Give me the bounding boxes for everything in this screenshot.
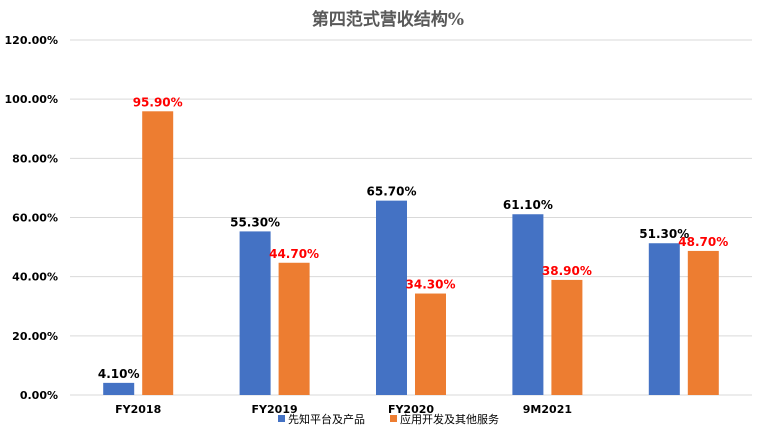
bars bbox=[103, 111, 719, 395]
data-label: 65.70% bbox=[367, 185, 417, 199]
y-tick-label: 0.00% bbox=[20, 389, 58, 402]
x-tick-label: FY2018 bbox=[115, 403, 161, 416]
legend-swatch bbox=[390, 415, 397, 422]
data-label: 38.90% bbox=[542, 264, 592, 278]
legend-label: 先知平台及产品 bbox=[288, 412, 365, 426]
bar bbox=[512, 214, 544, 395]
y-tick-label: 120.00% bbox=[5, 34, 58, 47]
bar bbox=[687, 250, 719, 395]
x-tick-label: 9M2021 bbox=[523, 403, 572, 416]
x-axis: FY2018 FY2019 FY2020 9M2021 bbox=[115, 403, 572, 416]
bar bbox=[376, 200, 407, 395]
chart-title: 第四范式营收结构% bbox=[312, 9, 464, 30]
y-tick-label: 100.00% bbox=[5, 93, 58, 106]
y-tick-label: 60.00% bbox=[12, 212, 58, 225]
data-label: 61.10% bbox=[503, 198, 553, 212]
legend: 先知平台及产品 应用开发及其他服务 bbox=[278, 412, 499, 426]
data-label: 34.30% bbox=[406, 278, 456, 292]
bar bbox=[239, 231, 271, 395]
grid bbox=[70, 39, 752, 396]
x-tick-label: FY2020 bbox=[388, 403, 434, 416]
y-tick-label: 80.00% bbox=[12, 152, 58, 165]
bar bbox=[551, 279, 583, 395]
legend-swatch bbox=[278, 415, 285, 422]
bar bbox=[648, 243, 680, 395]
data-label: 51.30% bbox=[639, 227, 689, 241]
data-label: 4.10% bbox=[98, 367, 140, 381]
data-label: 44.70% bbox=[269, 247, 319, 261]
bar bbox=[103, 382, 135, 395]
bar bbox=[142, 111, 174, 395]
bar bbox=[415, 293, 446, 395]
x-tick-label: FY2019 bbox=[252, 403, 298, 416]
data-label: 48.70% bbox=[678, 235, 728, 249]
y-axis: 0.00% 20.00% 40.00% 60.00% 80.00% 100.00% 120.… bbox=[5, 34, 58, 402]
data-label: 95.90% bbox=[133, 95, 183, 109]
data-labels: 4.10% 95.90% 55.30% 44.70% 65.70% 34.30% 61.10… bbox=[98, 95, 728, 381]
y-tick-label: 20.00% bbox=[12, 330, 58, 343]
legend-label: 应用开发及其他服务 bbox=[400, 412, 499, 426]
bar bbox=[278, 262, 310, 395]
y-tick-label: 40.00% bbox=[12, 271, 58, 284]
data-label: 55.30% bbox=[230, 215, 280, 229]
